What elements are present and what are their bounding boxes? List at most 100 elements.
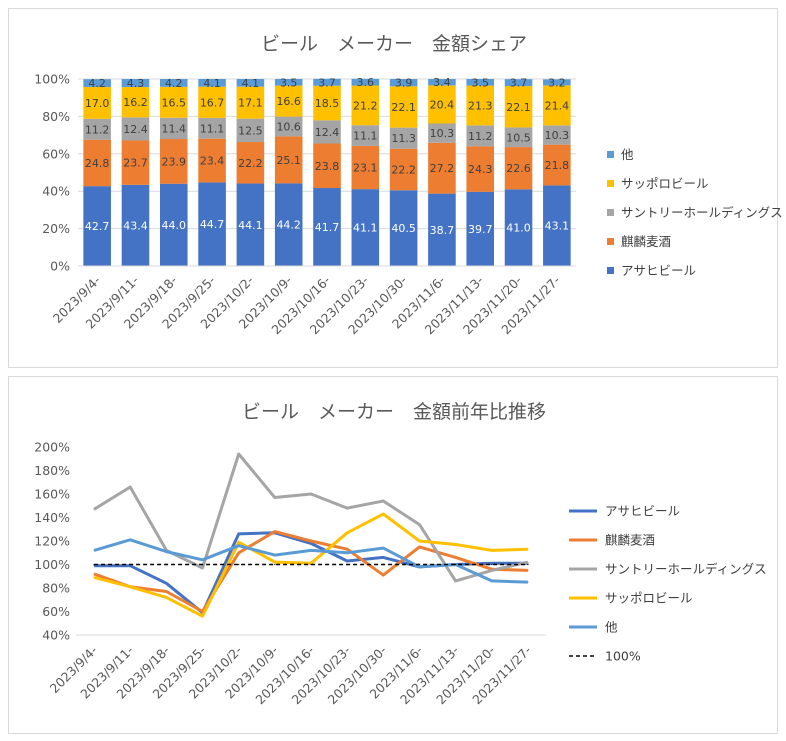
share-bar-segment (428, 123, 456, 143)
share-bar-segment (428, 193, 456, 266)
share-y-tick-label: 80% (42, 109, 70, 124)
share-y-tick-label: 100% (34, 72, 70, 87)
share-bar-segment (543, 125, 571, 145)
share-legend-label: サントリーホールディングス (621, 205, 783, 220)
share-data-label: 23.9 (162, 155, 187, 168)
share-data-label: 23.1 (353, 162, 378, 175)
share-y-tick-label: 0% (50, 259, 70, 274)
yoy-data-point (418, 540, 421, 542)
share-bar-segment (543, 185, 571, 266)
share-bar-segment (198, 138, 226, 183)
share-bar-segment (351, 125, 380, 146)
share-data-label: 42.7 (85, 220, 110, 233)
yoy-data-point (455, 556, 457, 559)
yoy-data-point (201, 559, 204, 561)
yoy-data-point (418, 566, 421, 568)
share-data-label: 21.3 (468, 99, 493, 112)
share-data-label: 3.7 (318, 76, 336, 89)
share-data-label: 4.2 (165, 77, 183, 90)
yoy-y-tick-label: 60% (42, 604, 70, 619)
share-data-label: 44.0 (162, 219, 187, 232)
share-bar-segment (389, 148, 418, 191)
share-data-label: 12.5 (238, 124, 263, 137)
share-data-label: 3.5 (471, 76, 489, 89)
yoy-data-point (129, 586, 131, 588)
share-data-label: 3.9 (395, 77, 413, 90)
share-data-label: 41.7 (315, 221, 340, 234)
yoy-data-point (527, 548, 529, 550)
share-bar-segment (159, 183, 188, 266)
yoy-data-point (93, 508, 95, 510)
yoy-data-point (346, 560, 348, 562)
share-bar-segment (543, 79, 571, 86)
yoy-data-point (310, 542, 312, 544)
share-bar-segment (236, 79, 265, 87)
share-data-label: 3.7 (510, 77, 528, 90)
yoy-chart: ビール メーカー 金額前年比推移 40% 60% 80% 100% 120% 140% 16… (34, 401, 766, 707)
share-data-label: 44.1 (238, 219, 263, 232)
share-bar-segment (313, 85, 341, 121)
share-data-label: 41.1 (353, 222, 378, 235)
share-bar-segment (83, 118, 111, 140)
share-data-label: 11.2 (85, 123, 110, 136)
yoy-data-point (527, 561, 529, 563)
share-y-tick-label: 60% (42, 146, 70, 161)
share-data-label: 38.7 (430, 224, 455, 237)
share-bar-segment (236, 118, 265, 143)
share-bar-segment (274, 183, 303, 266)
yoy-data-point (491, 569, 493, 571)
share-data-label: 10.3 (430, 127, 455, 140)
yoy-data-point (165, 596, 167, 598)
share-bar-segment (83, 186, 111, 266)
share-bar-segment (313, 143, 341, 189)
share-bar-segment (504, 79, 533, 87)
yoy-data-point (274, 531, 276, 533)
yoy-legend-label: 100% (605, 649, 641, 664)
share-data-label: 18.5 (315, 97, 340, 110)
yoy-y-tick-label: 140% (34, 510, 70, 525)
yoy-data-point (527, 581, 529, 583)
share-data-label: 11.1 (353, 130, 378, 143)
share-bar-segment (504, 86, 533, 128)
share-bar-segment (543, 85, 571, 126)
yoy-data-point (455, 580, 457, 582)
share-data-label: 22.1 (391, 101, 416, 114)
yoy-data-point (201, 563, 204, 566)
share-bar-segment (389, 86, 418, 128)
yoy-legend-label: 他 (605, 620, 618, 635)
share-bar-segment (121, 117, 150, 141)
yoy-data-point (129, 539, 131, 541)
share-data-label: 16.7 (200, 96, 225, 109)
yoy-data-point (93, 576, 95, 579)
yoy-data-point (491, 563, 493, 566)
share-data-label: 10.3 (545, 129, 570, 142)
share-bar-segment (198, 182, 226, 266)
share-data-label: 23.8 (315, 160, 340, 173)
share-data-label: 39.7 (468, 223, 493, 236)
yoy-data-point (310, 563, 312, 566)
yoy-data-point (491, 549, 493, 551)
share-legend-label: 他 (621, 147, 634, 162)
share-bar-segment (428, 85, 456, 124)
share-bar-segment (159, 117, 188, 140)
share-legend-swatch (607, 151, 614, 158)
share-bar-segment (198, 117, 226, 139)
share-bar-segment (121, 184, 150, 266)
share-data-label: 11.2 (468, 130, 493, 143)
yoy-data-point (527, 569, 529, 571)
share-bar-segment (274, 79, 303, 86)
share-bar-segment (274, 85, 303, 117)
yoy-data-point (274, 554, 276, 556)
share-data-label: 17.0 (85, 97, 110, 110)
yoy-data-point (238, 541, 240, 543)
yoy-data-point (418, 546, 421, 548)
share-data-label: 41.0 (506, 222, 531, 235)
yoy-data-point (93, 563, 95, 566)
share-bar-segment (466, 191, 495, 266)
share-data-label: 22.1 (506, 101, 531, 114)
yoy-data-point (165, 582, 167, 584)
yoy-data-point (238, 533, 240, 535)
yoy-data-point (382, 556, 384, 559)
share-bar-segment (466, 85, 495, 126)
share-data-label: 10.5 (506, 131, 531, 144)
